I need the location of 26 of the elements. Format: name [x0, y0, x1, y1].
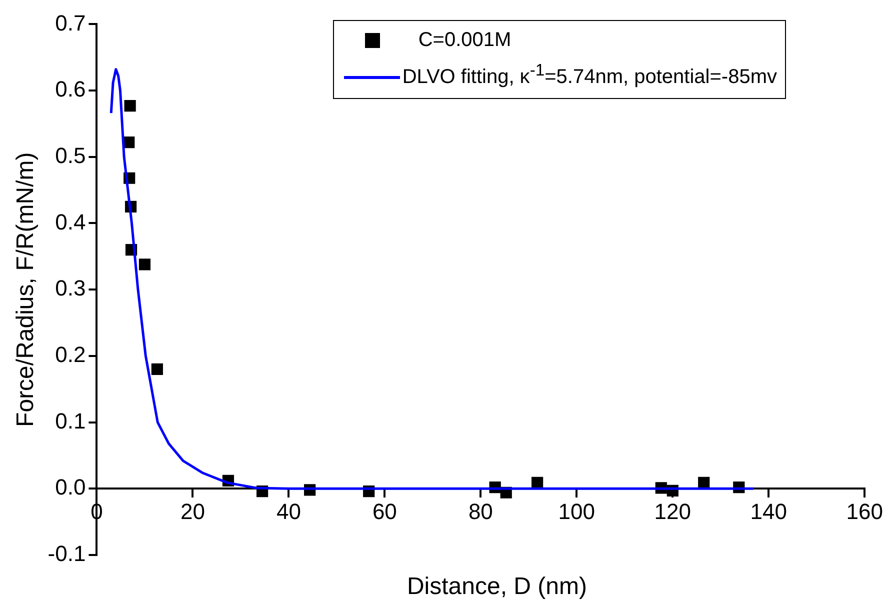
legend-label: DLVO fitting, κ$^{-1}$=5.74nm, potential=-85mv	[402, 60, 777, 88]
y-tick-label: 0.2	[55, 342, 86, 368]
x-tick-label: 160	[846, 498, 884, 524]
x-tick-label: 80	[468, 498, 493, 524]
x-tick-label: 140	[750, 498, 788, 524]
x-tick-label: 20	[180, 498, 205, 524]
legend-label: C=0.001M	[418, 29, 512, 51]
y-tick-label: 0.1	[55, 408, 86, 434]
x-tick-label: 60	[372, 498, 397, 524]
y-tick-label: 0.6	[55, 76, 86, 102]
point	[151, 363, 163, 376]
point	[698, 476, 710, 488]
y-tick-label: 0.4	[55, 209, 86, 234]
point	[124, 100, 136, 112]
y-axis-title: Force/Radius, F/R(mN/m)	[12, 152, 40, 427]
y-tick-label: -0.1	[48, 541, 86, 566]
x-axis-title: Distance, D (nm)	[406, 573, 588, 601]
x-tick-label: 120	[654, 498, 692, 524]
x-tick-label: 40	[276, 498, 301, 524]
point	[532, 476, 544, 488]
x-tick-label: 100	[558, 498, 596, 524]
y-tick-label: 0.0	[55, 474, 86, 500]
y-tick-label: 0.3	[55, 276, 86, 301]
y-tick-label: 0.5	[55, 142, 86, 168]
y-tick-label: 0.7	[55, 10, 86, 36]
point	[138, 258, 151, 270]
